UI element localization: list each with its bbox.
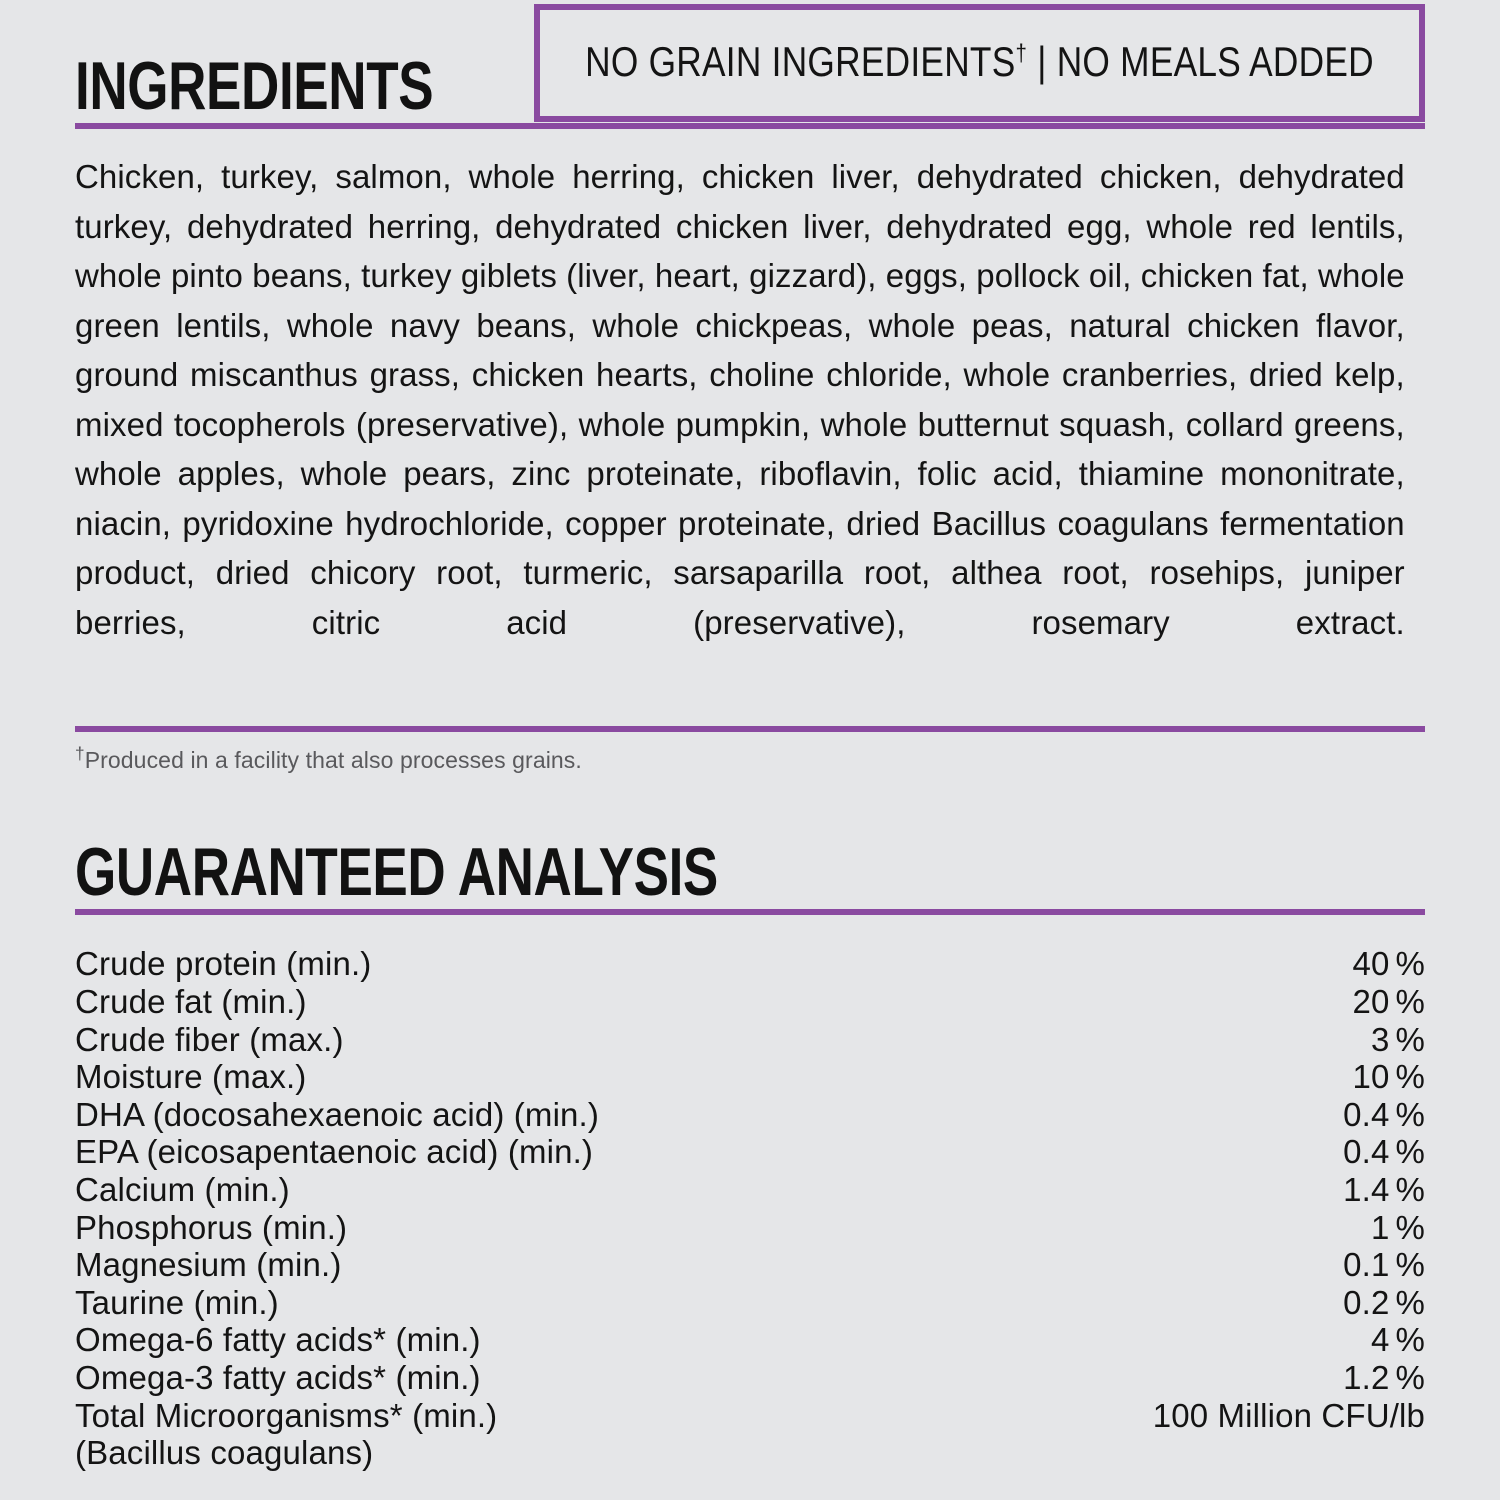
- page-title-ingredients: INGREDIENTS: [75, 48, 434, 125]
- guaranteed-analysis-table: Crude protein (min.) 40% Crude fat (min.) 2…: [75, 945, 1425, 1471]
- analysis-value-number: 10: [1352, 1058, 1390, 1096]
- analysis-value-unit: %: [1395, 1058, 1425, 1096]
- guaranteed-analysis-table-body: Crude protein (min.) 40% Crude fat (min.) 2…: [75, 945, 1425, 1471]
- analysis-row-value: 0.4%: [963, 1133, 1425, 1171]
- analysis-row-value: 40%: [963, 945, 1425, 983]
- analysis-value-number: 3: [1370, 1020, 1390, 1058]
- analysis-value-unit: %: [1395, 945, 1425, 983]
- page-title-guaranteed-analysis: GUARANTEED ANALYSIS: [75, 833, 718, 910]
- analysis-row-value: 0.2%: [963, 1284, 1425, 1322]
- analysis-value-number: 0.1: [1343, 1246, 1390, 1284]
- ingredients-list-text: Chicken, turkey, salmon, whole herring, …: [75, 159, 1405, 642]
- analysis-value-unit: %: [1395, 1133, 1425, 1171]
- analysis-row-label: Crude fiber (max.): [75, 1020, 344, 1058]
- badge-dagger-marker: †: [1015, 40, 1028, 67]
- analysis-row-label: Crude fat (min.): [75, 982, 307, 1020]
- table-row: DHA (docosahexaenoic acid) (min.) 0.4%: [75, 1096, 1425, 1134]
- table-row: Crude protein (min.) 40%: [75, 945, 1425, 983]
- analysis-value-number: 4: [1370, 1321, 1390, 1359]
- table-row: Moisture (max.) 10%: [75, 1058, 1425, 1096]
- analysis-row-value: 0.4%: [963, 1096, 1425, 1134]
- footnote-dagger-marker: †: [75, 742, 85, 763]
- analysis-row-label: EPA (eicosapentaenoic acid) (min.): [75, 1133, 594, 1171]
- analysis-row-value: 1%: [963, 1209, 1425, 1247]
- divider-above-footnote: [75, 725, 1425, 732]
- divider-under-guaranteed-analysis-title: [75, 909, 1425, 916]
- table-row: Phosphorus (min.) 1%: [75, 1209, 1425, 1247]
- analysis-value-unit: %: [1395, 1208, 1425, 1246]
- table-row: Taurine (min.) 0.2%: [75, 1284, 1425, 1322]
- table-row: Omega-3 fatty acids* (min.) 1.2%: [75, 1359, 1425, 1397]
- analysis-row-label: Omega-3 fatty acids* (min.): [75, 1358, 481, 1396]
- footnote-text: Produced in a facility that also process…: [84, 746, 582, 773]
- analysis-row-value: 1.4%: [963, 1171, 1425, 1209]
- analysis-row-value: 3%: [963, 1021, 1425, 1059]
- analysis-value-unit: %: [1395, 1170, 1425, 1208]
- analysis-value-number: 0.4: [1343, 1095, 1390, 1133]
- analysis-value-number: 1: [1370, 1208, 1390, 1246]
- table-row: EPA (eicosapentaenoic acid) (min.) 0.4%: [75, 1133, 1425, 1171]
- table-row: Calcium (min.) 1.4%: [75, 1171, 1425, 1209]
- analysis-row-label: Magnesium (min.): [75, 1246, 342, 1284]
- table-row: (Bacillus coagulans): [75, 1434, 1425, 1472]
- analysis-row-value: 0.1%: [963, 1246, 1425, 1284]
- no-grain-badge: NO GRAIN INGREDIENTS† | NO MEALS ADDED: [534, 4, 1425, 122]
- analysis-value-unit: %: [1395, 1095, 1425, 1133]
- analysis-value-number: 40: [1352, 945, 1390, 983]
- no-grain-badge-text: NO GRAIN INGREDIENTS† | NO MEALS ADDED: [585, 41, 1374, 83]
- analysis-row-label: Total Microorganisms* (min.): [75, 1396, 498, 1434]
- ingredients-header: INGREDIENTS NO GRAIN INGREDIENTS† | NO M…: [75, 0, 1425, 125]
- analysis-row-label: Calcium (min.): [75, 1170, 290, 1208]
- analysis-row-label: Moisture (max.): [75, 1058, 307, 1096]
- analysis-value-unit: %: [1395, 1246, 1425, 1284]
- analysis-row-value: 1.2%: [963, 1359, 1425, 1397]
- analysis-value-number: 1.4: [1343, 1170, 1390, 1208]
- table-row: Total Microorganisms* (min.) 100 Million …: [75, 1397, 1425, 1435]
- grain-facility-footnote: †Produced in a facility that also proces…: [75, 742, 1425, 776]
- analysis-value-number: 0.2: [1343, 1283, 1390, 1321]
- analysis-value-unit: %: [1395, 1283, 1425, 1321]
- analysis-value-unit: %: [1395, 1321, 1425, 1359]
- analysis-value-number: 1.2: [1343, 1358, 1390, 1396]
- analysis-row-value: 10%: [963, 1058, 1425, 1096]
- table-row: Magnesium (min.) 0.1%: [75, 1246, 1425, 1284]
- divider-under-ingredients-title: [75, 123, 1425, 129]
- table-row: Omega-6 fatty acids* (min.) 4%: [75, 1321, 1425, 1359]
- table-row: Crude fiber (max.) 3%: [75, 1021, 1425, 1059]
- analysis-row-value: [963, 1434, 1425, 1472]
- analysis-row-label: Omega-6 fatty acids* (min.): [75, 1321, 481, 1359]
- badge-part-one: NO GRAIN INGREDIENTS: [585, 38, 1016, 85]
- analysis-row-label: Crude protein (min.): [75, 945, 372, 983]
- analysis-value-number: 20: [1352, 982, 1390, 1020]
- analysis-row-value: 20%: [963, 983, 1425, 1021]
- analysis-value-unit: %: [1395, 1358, 1425, 1396]
- analysis-row-label: Phosphorus (min.): [75, 1208, 348, 1246]
- analysis-row-value: 100 Million CFU/lb: [963, 1397, 1425, 1435]
- analysis-value-unit: %: [1395, 982, 1425, 1020]
- table-row: Crude fat (min.) 20%: [75, 983, 1425, 1021]
- analysis-value-number: 0.4: [1343, 1133, 1390, 1171]
- badge-part-two: | NO MEALS ADDED: [1027, 38, 1375, 85]
- analysis-value-number: 100 Million CFU/lb: [1152, 1396, 1425, 1434]
- analysis-row-label: Taurine (min.): [75, 1283, 279, 1321]
- analysis-value-unit: %: [1395, 1020, 1425, 1058]
- analysis-row-value: 4%: [963, 1321, 1425, 1359]
- guaranteed-analysis-header: GUARANTEED ANALYSIS: [75, 821, 1425, 910]
- analysis-row-label: DHA (docosahexaenoic acid) (min.): [75, 1095, 600, 1133]
- analysis-row-label: (Bacillus coagulans): [75, 1434, 374, 1472]
